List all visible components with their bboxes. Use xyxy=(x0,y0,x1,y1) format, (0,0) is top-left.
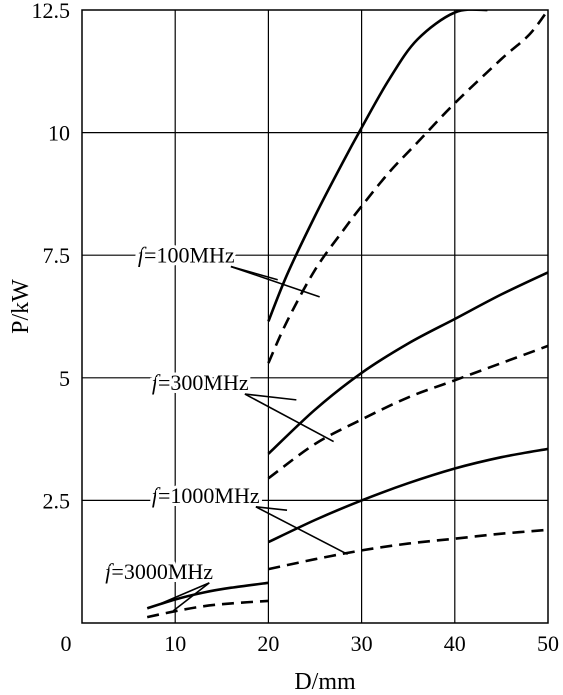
curve-label: f=1000MHz xyxy=(152,483,260,508)
y-tick-label: 2.5 xyxy=(43,488,71,513)
series-line-f1000mhz-dashed xyxy=(268,528,548,571)
y-axis-label: P/kW xyxy=(8,279,34,334)
leader-line xyxy=(244,393,335,443)
series-line-f300mhz-dashed xyxy=(267,344,548,480)
x-tick-label: 20 xyxy=(257,631,279,656)
leader-line xyxy=(255,506,348,556)
x-tick-label: 10 xyxy=(164,631,186,656)
series-line-f3000mhz-solid xyxy=(146,581,269,610)
leader-line xyxy=(255,506,288,512)
x-axis-label: D/mm xyxy=(294,669,356,695)
x-tick-label: 0 xyxy=(61,631,72,656)
curve-label: f=300MHz xyxy=(152,370,249,395)
series-line-f1000mhz-solid xyxy=(267,447,548,544)
grid-lines xyxy=(82,10,548,623)
x-tick-label: 30 xyxy=(351,631,373,656)
plot-frame xyxy=(81,9,549,624)
y-tick-label: 12.5 xyxy=(32,0,71,23)
y-tick-label: 7.5 xyxy=(43,243,71,268)
leader-line xyxy=(244,393,297,401)
x-tick-label: 40 xyxy=(444,631,466,656)
y-tick-label: 10 xyxy=(48,121,70,146)
annotations: f=100MHz f=300MHz f=1000MHz f=3000MHz xyxy=(102,240,348,612)
curve-label: f=100MHz xyxy=(138,243,235,268)
x-tick-labels: 0 10 20 30 40 50 xyxy=(61,631,560,656)
leader-line xyxy=(160,582,210,605)
y-tick-label: 5 xyxy=(59,366,70,391)
x-tick-label: 50 xyxy=(537,631,559,656)
curve-label: f=3000MHz xyxy=(105,559,213,584)
leader-line xyxy=(172,582,210,612)
y-tick-labels: 2.5 5 7.5 10 12.5 xyxy=(32,0,71,513)
series-line-f100mhz-dashed xyxy=(267,10,548,364)
series-line-f100mhz-solid xyxy=(267,10,488,322)
leader-line xyxy=(230,265,320,298)
series-line-f3000mhz-dashed xyxy=(146,599,269,619)
data-curves xyxy=(146,10,548,619)
series-line-f300mhz-solid xyxy=(267,271,548,455)
